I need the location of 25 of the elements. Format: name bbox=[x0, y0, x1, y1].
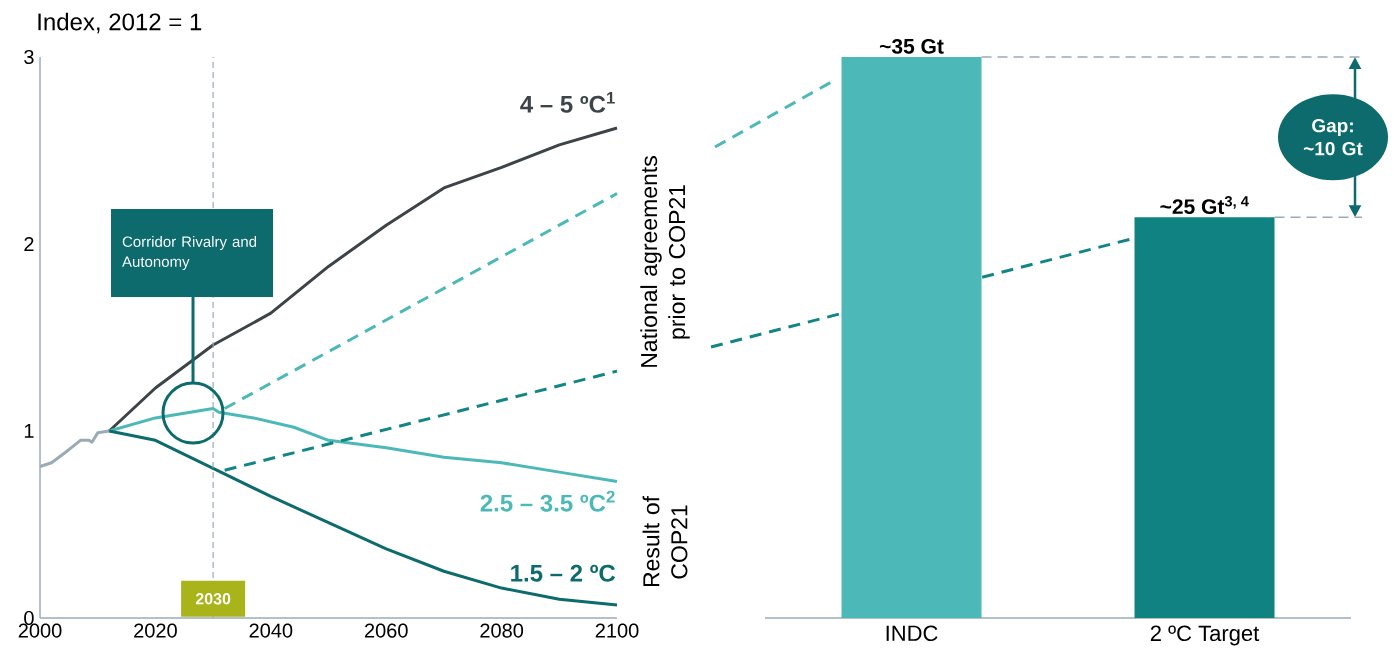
annotation: Gap: ~10 Gt bbox=[1303, 118, 1363, 156]
data-label: ~35 Gt bbox=[879, 38, 944, 54]
annotation: Corridor Rivalry and Autonomy bbox=[122, 235, 257, 270]
line-series bbox=[107, 407, 619, 483]
x-tick-label: 2000 bbox=[18, 623, 62, 638]
x-tick-label: INDC bbox=[886, 625, 938, 642]
series-label: 2.5 – 3.5 ºC$^{2}$ bbox=[480, 490, 615, 512]
x-tick-label: 2040 bbox=[249, 623, 293, 638]
y-tick-label: 3 bbox=[24, 49, 34, 65]
y-tick-label: 0 bbox=[24, 610, 34, 626]
data-label: ~25 Gt$^{3, 4}$ bbox=[1160, 196, 1249, 215]
x-tick-label: 2100 bbox=[595, 623, 639, 638]
x-tick-label: 2 ºC Target bbox=[1150, 625, 1260, 646]
line-series bbox=[107, 429, 619, 607]
text: National agreements prior to COP21 bbox=[640, 156, 690, 367]
y-axis-title: Index, 2012 = 1 bbox=[38, 12, 202, 34]
y-tick-label: 2 bbox=[24, 237, 34, 251]
series-label: 4 – 5 ºC$^{1}$ bbox=[520, 92, 615, 113]
x-tick-label: 2020 bbox=[134, 623, 177, 638]
ref-line-label: 2030 bbox=[195, 593, 231, 605]
x-tick-label: 2060 bbox=[364, 623, 408, 638]
x-tick-label: 2080 bbox=[480, 623, 524, 638]
y-tick-label: 1 bbox=[24, 424, 34, 438]
series-label: 1.5 – 2 ºC bbox=[511, 564, 616, 582]
text: Result of COP21 bbox=[642, 495, 688, 587]
